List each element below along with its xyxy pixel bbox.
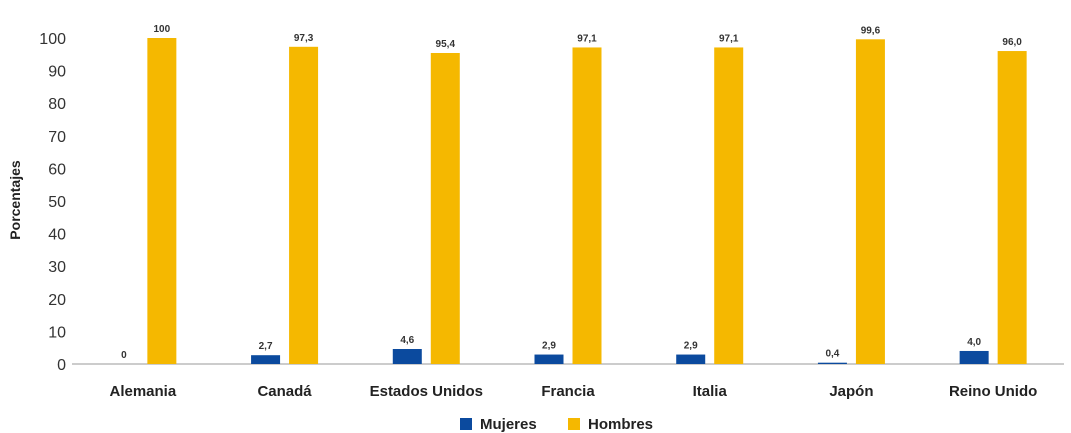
y-axis-label-group: Porcentajes [7, 160, 23, 240]
data-label: 96,0 [1002, 37, 1022, 48]
bar-mujeres-1 [251, 355, 281, 364]
y-axis-ticks: 0 10 20 30 40 50 60 70 80 90 100 [39, 31, 66, 374]
data-label: 97,1 [719, 33, 739, 44]
y-tick-label: 30 [48, 259, 66, 276]
bar-hombres-2 [430, 52, 460, 364]
bar-hombres-1 [289, 46, 319, 364]
legend-swatch-hombres [568, 418, 580, 430]
category-label: Francia [541, 383, 595, 400]
category-labels: Alemania Canadá Estados Unidos Francia Itali… [110, 383, 1038, 400]
data-label: 4,6 [400, 335, 414, 346]
data-label: 2,9 [542, 341, 556, 352]
bars: 0 100 2,7 97,3 4,6 95,4 2,9 97,1 2,9 97,1 0,4 99,6 4… [121, 24, 1027, 364]
legend: Mujeres Hombres [460, 416, 653, 433]
bar-hombres-3 [572, 47, 602, 364]
data-label: 2,7 [259, 341, 273, 352]
legend-label-hombres: Hombres [588, 416, 653, 433]
bar-mujeres-6 [959, 350, 989, 364]
category-label: Alemania [110, 383, 177, 400]
bar-mujeres-3 [534, 354, 564, 364]
data-label: 99,6 [861, 25, 881, 36]
bar-hombres-5 [855, 39, 885, 364]
y-tick-label: 100 [39, 31, 66, 48]
bar-mujeres-2 [392, 349, 422, 364]
y-axis-label: Porcentajes [7, 160, 23, 240]
y-tick-label: 60 [48, 161, 66, 178]
y-tick-label: 90 [48, 64, 66, 81]
bar-hombres-0 [147, 38, 177, 364]
bar-hombres-6 [997, 51, 1027, 364]
bar-hombres-4 [714, 47, 744, 364]
legend-label-mujeres: Mujeres [480, 416, 537, 433]
bar-mujeres-5 [817, 362, 847, 364]
data-label: 95,4 [436, 39, 456, 50]
legend-swatch-mujeres [460, 418, 472, 430]
data-label: 4,0 [967, 337, 981, 348]
y-tick-label: 50 [48, 194, 66, 211]
data-label: 97,1 [577, 33, 597, 44]
y-tick-label: 40 [48, 227, 66, 244]
y-tick-label: 80 [48, 96, 66, 113]
category-label: Estados Unidos [370, 383, 483, 400]
category-label: Italia [693, 383, 728, 400]
data-label: 0 [121, 350, 127, 361]
y-tick-label: 10 [48, 324, 66, 341]
data-label: 0,4 [825, 349, 839, 360]
category-label: Japón [829, 383, 873, 400]
y-tick-label: 70 [48, 129, 66, 146]
y-tick-label: 20 [48, 292, 66, 309]
data-label: 2,9 [684, 341, 698, 352]
data-label: 97,3 [294, 33, 314, 44]
bar-mujeres-4 [676, 354, 706, 364]
y-tick-label: 0 [57, 357, 66, 374]
category-label: Canadá [257, 383, 312, 400]
category-label: Reino Unido [949, 383, 1037, 400]
data-label: 100 [154, 24, 171, 35]
